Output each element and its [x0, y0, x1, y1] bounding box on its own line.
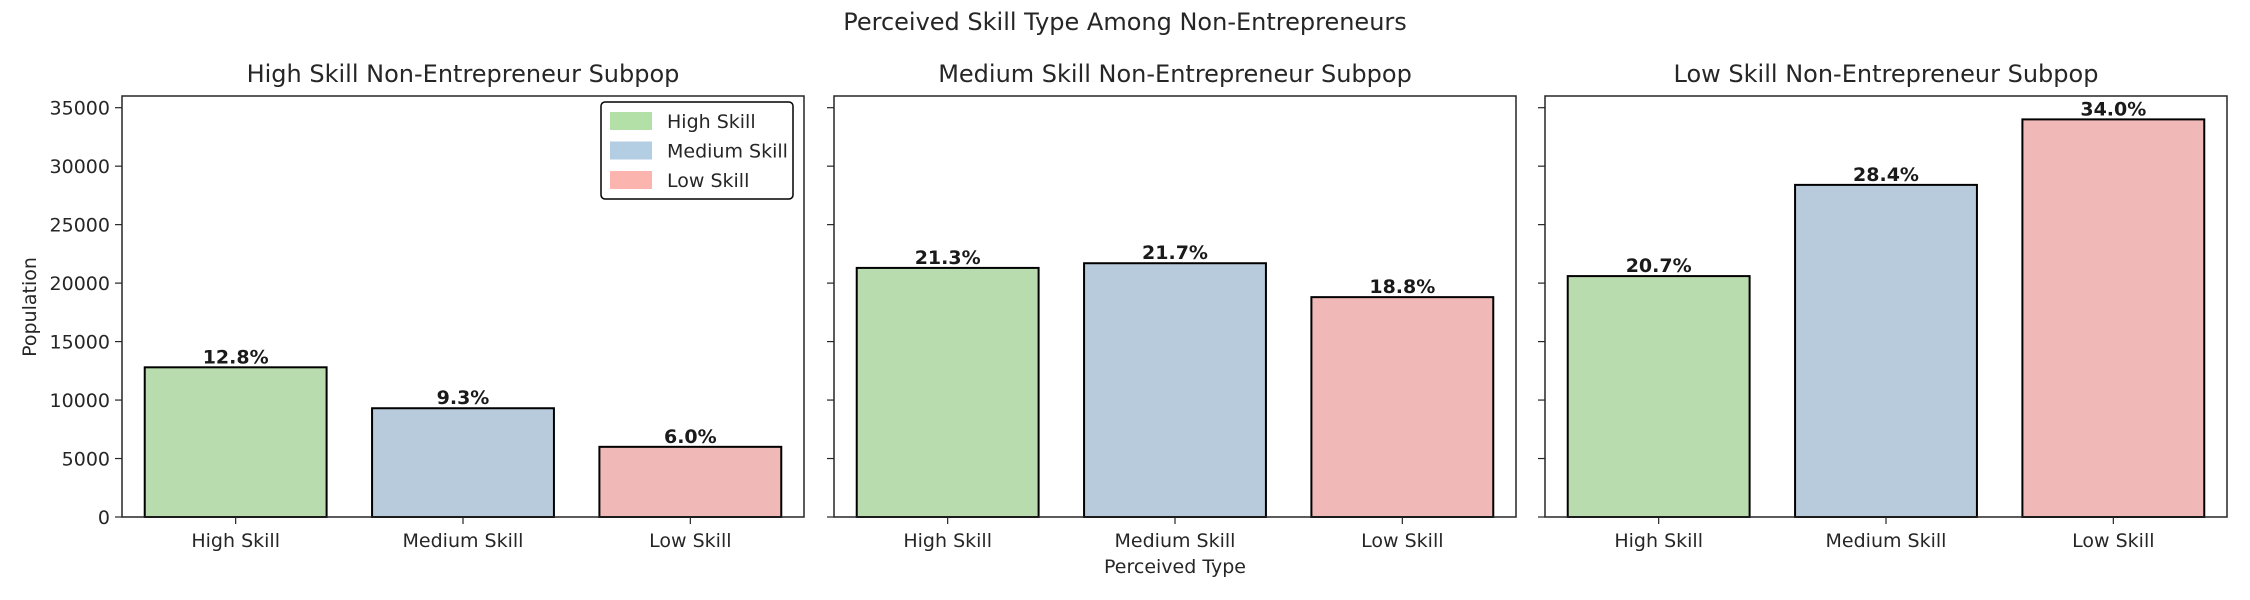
y-tick-label: 25000: [50, 215, 110, 237]
y-tick-label: 30000: [50, 156, 110, 178]
plot-frame: [1544, 95, 2228, 518]
x-tick-label: Medium Skill: [1826, 530, 1947, 552]
legend-swatch: [610, 112, 652, 130]
panel-title: Medium Skill Non-Entrepreneur Subpop: [938, 60, 1412, 88]
plot-frame: [121, 95, 805, 518]
bar-low-skill: [598, 445, 783, 519]
bar-high-skill: [143, 366, 328, 518]
bar-high-skill: [1566, 275, 1751, 518]
y-tick-label: 35000: [50, 98, 110, 120]
x-tick-label: High Skill: [1614, 530, 1703, 552]
bar-value-label: 20.7%: [1626, 255, 1692, 277]
y-tick-label: 5000: [62, 449, 110, 471]
bar-value-label: 6.0%: [664, 426, 717, 448]
legend-swatch: [610, 141, 652, 160]
y-tick-label: 10000: [50, 390, 110, 412]
panel-2: Medium Skill Non-Entrepreneur Subpop 21.3…: [827, 60, 1517, 552]
bar-medium-skill: [371, 407, 555, 518]
bar-value-label: 9.3%: [437, 387, 490, 409]
x-tick-label: Low Skill: [649, 530, 731, 552]
y-axis-label: Population: [19, 257, 41, 357]
legend-label: Low Skill: [667, 170, 749, 192]
chart-suptitle: Perceived Skill Type Among Non-Entrepren…: [843, 8, 1407, 36]
x-tick-label: Medium Skill: [403, 530, 524, 552]
bar-low-skill: [1310, 296, 1495, 518]
bar-value-label: 12.8%: [203, 346, 269, 368]
bar-medium-skill: [1794, 183, 1978, 518]
bar-value-label: 21.3%: [915, 247, 981, 269]
plot-frame: [833, 95, 1517, 518]
bar-value-label: 34.0%: [2080, 98, 2146, 120]
y-tick-label: 20000: [50, 273, 110, 295]
bar-high-skill: [855, 266, 1040, 518]
x-tick-label: Medium Skill: [1115, 530, 1236, 552]
y-tick-label: 15000: [50, 332, 110, 354]
bar-value-label: 21.7%: [1142, 242, 1208, 264]
bar-value-label: 28.4%: [1853, 164, 1919, 186]
panels-group: High Skill Non-Entrepreneur Subpop 0 5000 1…: [50, 60, 2228, 552]
y-tick-label: 0: [98, 507, 110, 529]
x-axis-label: Perceived Type: [1104, 556, 1246, 578]
bar-medium-skill: [1083, 262, 1267, 518]
x-tick-label: Low Skill: [1361, 530, 1443, 552]
legend: High Skill Medium Skill Low Skill: [600, 101, 794, 200]
panel-title: High Skill Non-Entrepreneur Subpop: [247, 60, 680, 88]
x-tick-label: High Skill: [903, 530, 992, 552]
bar-value-label: 18.8%: [1369, 276, 1435, 298]
x-tick-label: High Skill: [191, 530, 280, 552]
panel-title: Low Skill Non-Entrepreneur Subpop: [1674, 60, 2099, 88]
legend-label: Medium Skill: [667, 141, 788, 163]
bar-low-skill: [2021, 118, 2206, 518]
x-tick-label: Low Skill: [2072, 530, 2154, 552]
legend-label: High Skill: [667, 111, 756, 133]
panel-3: Low Skill Non-Entrepreneur Subpop 20.7% Hi…: [1538, 60, 2228, 552]
panel-1: High Skill Non-Entrepreneur Subpop 0 5000 1…: [50, 60, 805, 552]
legend-swatch: [610, 171, 652, 189]
